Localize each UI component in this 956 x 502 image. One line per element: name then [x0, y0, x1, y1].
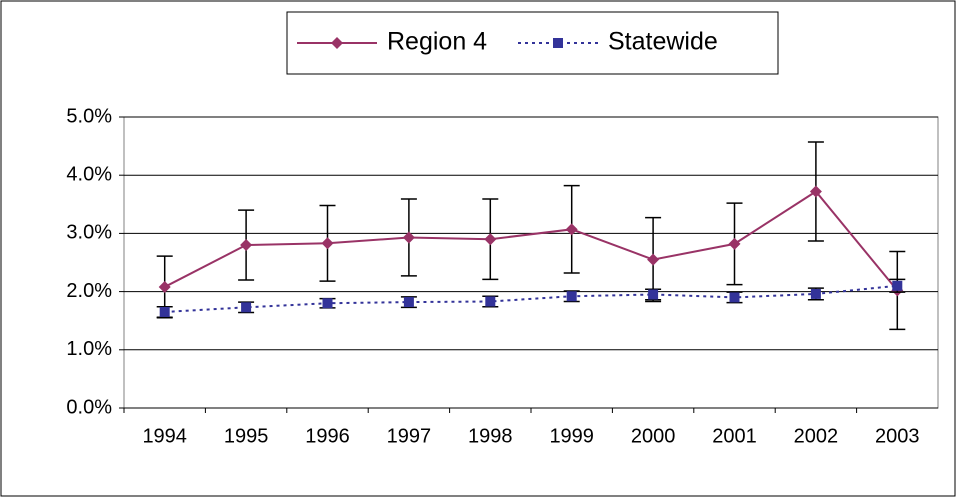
marker	[647, 253, 660, 266]
x-tick-label: 1998	[468, 425, 513, 447]
marker	[322, 298, 333, 309]
series-line	[164, 284, 898, 313]
legend-label: Region 4	[387, 28, 487, 56]
y-tick-label: 4.0%	[66, 163, 112, 185]
marker	[159, 306, 170, 317]
marker	[566, 291, 577, 302]
marker	[485, 296, 496, 307]
marker	[809, 185, 822, 198]
legend-label: Statewide	[608, 28, 718, 56]
marker	[892, 280, 903, 291]
y-tick-label: 5.0%	[66, 105, 112, 127]
y-tick-label: 3.0%	[66, 222, 112, 244]
marker	[241, 302, 252, 313]
marker	[158, 280, 171, 293]
x-tick-label: 1997	[387, 425, 432, 447]
series-line	[164, 190, 899, 292]
marker	[240, 239, 253, 252]
marker	[728, 237, 741, 250]
marker	[648, 289, 659, 300]
x-tick-label: 1996	[305, 425, 350, 447]
x-tick-label: 2003	[875, 425, 920, 447]
x-tick-label: 1999	[549, 425, 594, 447]
marker	[331, 37, 343, 49]
y-tick-label: 0.0%	[66, 396, 112, 418]
x-tick-label: 1995	[224, 425, 269, 447]
plot-area	[123, 116, 939, 409]
marker	[484, 233, 497, 246]
x-tick-label: 2001	[712, 425, 757, 447]
marker	[403, 297, 414, 308]
marker	[729, 292, 740, 303]
marker	[402, 231, 415, 244]
x-tick-label: 2000	[631, 425, 676, 447]
y-tick-label: 2.0%	[66, 280, 112, 302]
x-tick-label: 2002	[794, 425, 839, 447]
marker	[321, 237, 334, 250]
marker	[565, 223, 578, 236]
y-tick-label: 1.0%	[66, 338, 112, 360]
marker	[810, 288, 821, 299]
marker	[553, 38, 563, 48]
x-tick-label: 1994	[142, 425, 187, 447]
